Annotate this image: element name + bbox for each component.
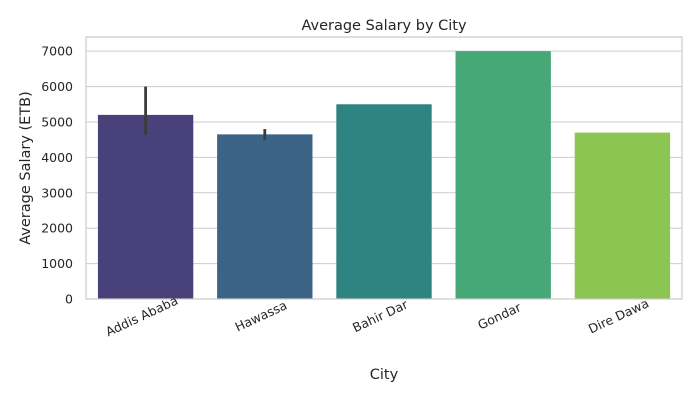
- bar-gondar: [455, 51, 551, 299]
- plot-frame: [85, 36, 683, 300]
- bar-bahir-dar: [336, 104, 432, 300]
- y-tick-label: 2000: [41, 221, 73, 236]
- chart-title: Average Salary by City: [301, 18, 467, 34]
- x-tick-label: Bahir Dar: [350, 296, 411, 335]
- y-tick-label: 0: [65, 292, 73, 307]
- bar-addis-ababa: [97, 114, 194, 299]
- x-tick-label: Addis Ababa: [103, 293, 180, 340]
- bars: [97, 51, 671, 300]
- y-tick-label: 7000: [41, 44, 73, 59]
- y-axis-label: Average Salary (ETB): [18, 91, 34, 245]
- x-axis-label: City: [370, 367, 399, 383]
- x-tick-label: Gondar: [475, 299, 524, 332]
- y-tick-label: 3000: [41, 185, 73, 200]
- y-tick-label: 6000: [41, 79, 73, 94]
- y-tick-label: 4000: [41, 150, 73, 165]
- x-tick-labels: Addis Ababa Hawassa Bahir Dar Gondar Dire Da…: [103, 293, 651, 340]
- x-tick-label: Hawassa: [233, 297, 290, 334]
- x-tick-label: Dire Dawa: [586, 295, 651, 336]
- error-bars: [144, 86, 267, 140]
- y-tick-labels: 0 1000 2000 3000 4000 5000 6000 7000: [41, 44, 73, 307]
- y-tick-label: 5000: [41, 114, 73, 129]
- bar-dire-dawa: [574, 132, 671, 299]
- y-tick-label: 1000: [41, 256, 73, 271]
- bar-hawassa: [217, 134, 313, 299]
